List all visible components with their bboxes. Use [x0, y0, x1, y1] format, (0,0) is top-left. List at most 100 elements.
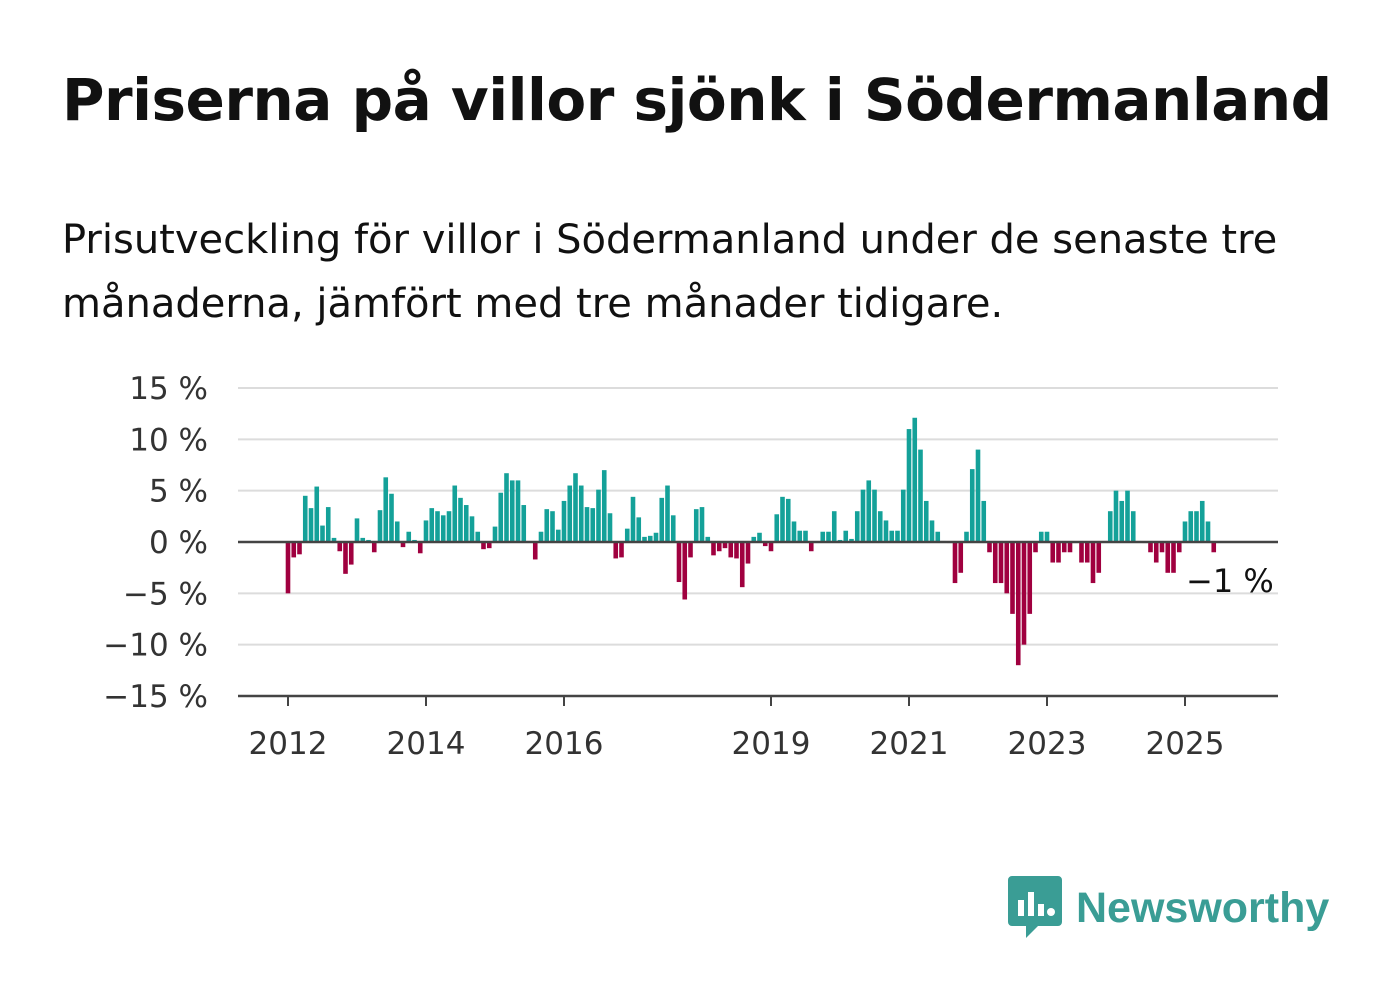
bar	[647, 535, 653, 542]
bar	[1107, 511, 1113, 542]
bar	[555, 529, 561, 542]
bar	[475, 531, 481, 542]
bar	[831, 511, 837, 542]
bar	[601, 470, 607, 542]
bar	[998, 542, 1004, 584]
bar	[1084, 542, 1090, 563]
bar	[981, 500, 987, 542]
bar	[1165, 542, 1171, 573]
bar	[1211, 542, 1217, 553]
bar	[492, 526, 498, 542]
bar	[1038, 531, 1044, 542]
bar	[751, 536, 757, 542]
bar	[1004, 542, 1010, 594]
bar	[354, 518, 360, 542]
bar	[400, 542, 406, 548]
bar	[532, 542, 538, 560]
chart-subtitle: Prisutveckling för villor i Södermanland…	[62, 217, 1278, 327]
y-tick-label: 0 %	[149, 525, 208, 561]
bar	[843, 530, 849, 542]
bar	[1205, 521, 1211, 542]
bar	[734, 542, 739, 559]
bar	[739, 542, 745, 588]
bar	[705, 536, 711, 542]
bar	[745, 542, 751, 564]
bar	[826, 531, 831, 542]
bar	[711, 542, 716, 556]
bar	[992, 542, 998, 584]
bar	[670, 515, 676, 542]
bar	[665, 485, 670, 542]
bar	[895, 530, 900, 542]
bar	[291, 542, 297, 558]
bar	[1090, 542, 1096, 584]
bar	[860, 489, 866, 542]
y-axis-labels: 15 % 10 % 5 % 0 % −5 % −10 % −15 %	[103, 371, 208, 715]
bar	[320, 525, 325, 542]
bar	[325, 507, 331, 542]
bar	[463, 505, 469, 542]
bar	[383, 477, 389, 542]
bar	[297, 542, 302, 555]
bar	[613, 542, 619, 559]
bar	[1067, 542, 1073, 553]
newsworthy-logo-icon	[1008, 876, 1062, 938]
bar	[935, 531, 941, 542]
bar	[906, 429, 912, 542]
bar	[1125, 490, 1130, 542]
bar	[866, 480, 872, 542]
bar	[578, 485, 584, 542]
x-tick-label: 2012	[249, 726, 328, 762]
bar	[762, 542, 768, 547]
x-tick-label: 2025	[1146, 726, 1225, 762]
bar	[1027, 542, 1033, 614]
bar	[561, 500, 567, 542]
bar	[923, 500, 929, 542]
bar	[1096, 542, 1102, 573]
x-tick-label: 2021	[870, 726, 949, 762]
bar	[435, 511, 440, 542]
bar	[791, 521, 797, 542]
bar	[883, 520, 889, 542]
bar	[912, 417, 918, 542]
bar	[515, 480, 521, 542]
bar	[1153, 542, 1159, 563]
bar	[348, 542, 354, 565]
bar	[1050, 542, 1056, 563]
y-tick-label: −5 %	[123, 576, 208, 612]
bar	[331, 537, 337, 542]
bar	[607, 513, 613, 542]
bar	[854, 511, 860, 542]
bar	[797, 530, 803, 542]
y-tick-label: 15 %	[129, 371, 208, 407]
bar	[1130, 511, 1136, 542]
bar	[1176, 542, 1182, 553]
bar	[371, 542, 377, 553]
bar	[417, 542, 423, 554]
bar	[877, 511, 883, 542]
bar	[1194, 511, 1199, 542]
bar	[452, 485, 458, 542]
bar	[1010, 542, 1015, 614]
bar	[504, 473, 509, 542]
y-tick-label: 10 %	[129, 422, 208, 458]
bar	[538, 531, 544, 542]
newsworthy-logo: Newsworthy	[1008, 876, 1329, 940]
bar	[1159, 542, 1165, 553]
bar	[952, 542, 958, 584]
bar	[521, 505, 527, 542]
bar	[567, 485, 573, 542]
bar	[423, 520, 429, 542]
bar	[682, 542, 688, 600]
bar	[918, 449, 923, 542]
bar	[360, 537, 366, 542]
bar	[722, 542, 728, 549]
bar	[716, 542, 722, 552]
bar	[406, 531, 412, 542]
bar	[624, 528, 630, 542]
bar	[584, 507, 590, 542]
bar	[757, 532, 762, 542]
bar	[429, 508, 435, 542]
bar	[1113, 490, 1119, 542]
bar	[1188, 511, 1194, 542]
